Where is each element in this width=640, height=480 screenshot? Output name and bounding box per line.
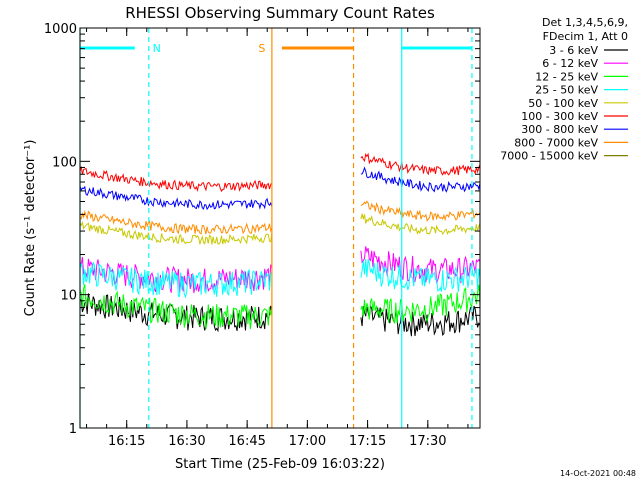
- x-tick-label-3: 17:00: [289, 434, 326, 449]
- y-tick-label-1: 10: [60, 289, 77, 304]
- x-tick-label-2: 16:45: [228, 434, 265, 449]
- series-line-5-segment-0: [79, 166, 273, 193]
- y-tick-label-0: 1: [69, 422, 77, 437]
- plot-frame: [79, 27, 481, 429]
- legend-label-5: 100 - 300 keV: [521, 110, 598, 123]
- legend-label-4: 50 - 100 keV: [528, 97, 598, 110]
- legend-label-6: 300 - 800 keV: [521, 123, 598, 136]
- annotation-label-0: N: [153, 42, 161, 55]
- x-axis-label: Start Time (25-Feb-09 16:03:22): [175, 457, 385, 472]
- legend-label-0: 3 - 6 keV: [549, 44, 598, 57]
- x-tick-label-1: 16:30: [168, 434, 205, 449]
- series-line-3-segment-0: [79, 261, 272, 299]
- series-line-4-segment-0: [79, 220, 273, 245]
- annotation-label-1: S: [258, 42, 265, 55]
- chart-title: RHESSI Observing Summary Count Rates: [125, 4, 435, 22]
- series-line-7-segment-1: [360, 200, 481, 222]
- legend-header-line-2: FDecim 1, Att 0: [543, 30, 628, 43]
- legend-label-2: 12 - 25 keV: [535, 70, 598, 83]
- x-tick-label-4: 17:15: [349, 434, 386, 449]
- y-tick-label-2: 100: [52, 155, 77, 170]
- series-line-2-segment-0: [79, 284, 273, 330]
- legend-label-7: 800 - 7000 keV: [514, 136, 598, 149]
- x-tick-label-0: 16:15: [108, 434, 145, 449]
- series-line-4-segment-1: [360, 213, 481, 235]
- y-tick-label-3: 1000: [44, 22, 77, 37]
- series-line-5-segment-1: [360, 152, 481, 176]
- legend-label-8: 7000 - 15000 keV: [500, 150, 598, 163]
- series-line-2-segment-1: [360, 284, 481, 324]
- x-tick-label-5: 17:30: [409, 434, 446, 449]
- series-line-1-segment-1: [360, 246, 481, 284]
- timestamp: 14-Oct-2021 00:48: [560, 469, 636, 478]
- y-axis-label: Count Rate (s⁻¹ detector⁻¹): [23, 140, 38, 317]
- series-line-7-segment-0: [79, 210, 273, 235]
- legend-header-line-1: Det 1,3,4,5,6,9,: [542, 16, 628, 29]
- series-line-6-segment-1: [360, 166, 481, 193]
- legend-label-1: 6 - 12 keV: [542, 57, 598, 70]
- series-line-3-segment-1: [360, 258, 481, 293]
- legend-label-3: 25 - 50 keV: [535, 84, 598, 97]
- series-line-6-segment-0: [79, 185, 273, 211]
